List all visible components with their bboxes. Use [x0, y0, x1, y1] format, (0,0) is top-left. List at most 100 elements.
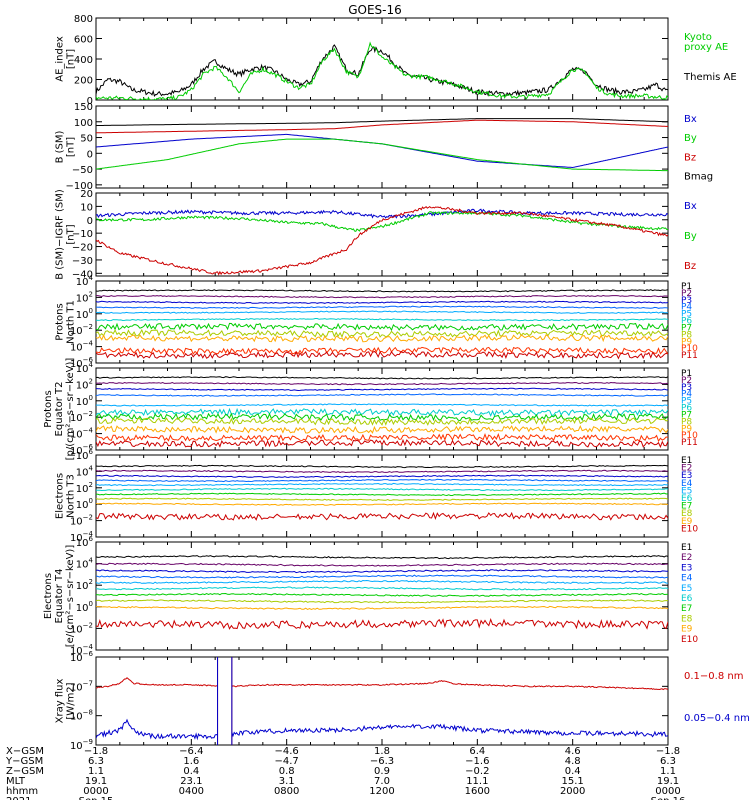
channel-line-E3: [96, 474, 668, 478]
y-axis-label: Protons: [55, 303, 66, 340]
y-tick-label: −20: [72, 243, 93, 254]
y-axis-label: [nT]: [66, 49, 77, 69]
channel-line-P4: [96, 393, 668, 397]
panel-frame: [95, 367, 669, 451]
y-tick-label: 400: [74, 55, 93, 66]
y-axis-label: North T3: [66, 474, 77, 518]
channel-line-P11: [96, 350, 668, 360]
channel-line-P10: [96, 432, 668, 443]
channel-line-E10: [96, 617, 668, 630]
legend-E5: E5: [681, 486, 692, 496]
channel-line-P1: [96, 289, 668, 293]
y-tick-label: 20: [80, 189, 93, 200]
legend-entry: Themis AE: [683, 72, 737, 83]
channel-line-P9: [96, 334, 668, 343]
series-line-2: [96, 138, 668, 172]
axis-row-label: X−GSM: [6, 746, 44, 757]
axis-cell: 7.0: [374, 776, 390, 787]
y-tick-label: 102: [76, 578, 93, 592]
axis-cell: −1.8: [84, 746, 108, 757]
y-tick-label: −40: [72, 269, 93, 280]
legend-P1: P1: [681, 282, 692, 292]
axis-cell: Sep 16: [651, 796, 686, 800]
legend-P9: P9: [681, 424, 692, 434]
axis-cell: 0400: [179, 786, 204, 797]
panel-frame: [95, 454, 669, 538]
legend-entry: Kyoto: [684, 32, 712, 43]
y-tick-label: 800: [74, 14, 93, 25]
axis-cell: 0800: [274, 786, 299, 797]
channel-line-E1: [96, 555, 668, 560]
channel-line-E2: [96, 562, 668, 567]
legend-P9: P9: [681, 337, 692, 347]
channel-line-E6: [96, 487, 668, 492]
axis-cell: 4.6: [565, 746, 581, 757]
y-tick-label: 200: [74, 76, 93, 87]
legend-E2: E2: [681, 464, 692, 474]
legend-E5: E5: [681, 584, 692, 594]
y-tick-label: 10: [80, 202, 93, 213]
legend-E4: E4: [681, 574, 693, 584]
y-tick-label: 102: [76, 481, 93, 495]
y-axis-label: North T1: [66, 300, 77, 344]
axis-cell: −6.3: [370, 756, 394, 767]
y-axis-label: [p/(cm²−s−sr−keV)]: [65, 358, 76, 461]
legend-E9: E9: [681, 625, 693, 635]
series-line-3: [96, 119, 668, 134]
legend-entry: By: [684, 231, 697, 242]
chart-title: GOES-16: [348, 3, 402, 17]
legend-P4: P4: [681, 303, 692, 313]
plot-area: [96, 376, 668, 449]
panel-frame: [95, 105, 669, 189]
axis-cell: 4.8: [565, 756, 581, 767]
channel-line-E7: [96, 592, 668, 597]
channel-line-P5: [96, 310, 668, 314]
series-line-3: [96, 205, 668, 276]
axis-cell: 1.6: [183, 756, 199, 767]
channel-line-P6: [96, 407, 668, 418]
y-tick-label: 104: [76, 464, 94, 478]
legend-E1: E1: [681, 543, 692, 553]
legend-E7: E7: [681, 604, 692, 614]
channel-line-E2: [96, 469, 668, 474]
axis-cell: Sep 15: [79, 796, 114, 800]
axis-cell: 3.1: [279, 776, 295, 787]
series-line-1: [96, 44, 668, 98]
legend-P2: P2: [681, 376, 692, 386]
axis-cell: 1200: [369, 786, 394, 797]
legend-E6: E6: [681, 594, 693, 604]
channel-line-E3: [96, 569, 668, 574]
axis-cell: 0000: [83, 786, 108, 797]
plot-area: [96, 464, 668, 521]
legend-E1: E1: [681, 456, 692, 466]
legend-P3: P3: [681, 296, 692, 306]
axis-cell: 0.4: [183, 766, 199, 777]
series-line-2: [96, 718, 668, 741]
axis-cell: 19.1: [657, 776, 679, 787]
panel-3: −40 −30 −20 −10 0 10 20 B (SM)−IGRF (SM) [nT] Bx B…: [55, 189, 697, 280]
y-tick-label: 100: [76, 497, 93, 511]
axis-cell: 0.8: [279, 766, 295, 777]
legend-P8: P8: [681, 417, 692, 427]
channel-line-E4: [96, 478, 668, 483]
y-tick-label: −30: [72, 256, 93, 267]
series-line-2: [96, 210, 668, 232]
plot-area: [96, 205, 668, 276]
axis-cell: 11.1: [466, 776, 488, 787]
y-tick-label: −50: [72, 165, 93, 176]
legend-entry: By: [684, 133, 697, 144]
y-tick-label: 104: [76, 274, 94, 288]
legend-P10: P10: [681, 344, 698, 354]
channel-line-P7: [96, 412, 668, 422]
axis-cell: 1.8: [374, 746, 390, 757]
channel-line-P7: [96, 322, 668, 332]
y-axis-label: B (SM): [55, 130, 66, 163]
axis-row-label: Z−GSM: [6, 766, 44, 777]
y-tick-label: 0: [87, 96, 93, 107]
series-line-4: [96, 118, 668, 127]
